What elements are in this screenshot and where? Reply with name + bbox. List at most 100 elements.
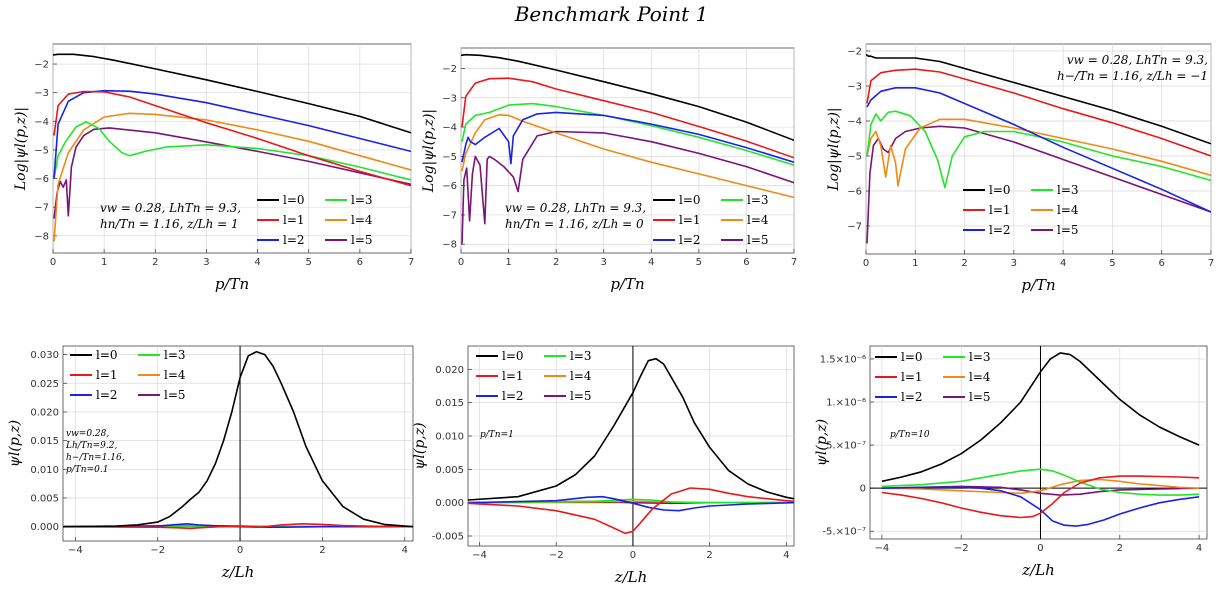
legend-label: l=1	[901, 370, 923, 384]
parameter-annotation: vw=0.28,	[66, 429, 109, 439]
legend-label: l=4	[164, 368, 186, 382]
x-tick-label: 6	[357, 257, 363, 268]
legend-label: l=2	[96, 388, 118, 402]
y-tick-label: 0	[860, 484, 866, 495]
y-tick-label: 1.5×10⁻⁶	[820, 354, 866, 365]
y-tick-label: −7	[847, 222, 862, 233]
x-tick-label: 4	[648, 257, 654, 268]
legend-label: l=1	[283, 213, 305, 227]
y-tick-label: −5	[34, 145, 49, 156]
legend-label: l=2	[283, 233, 305, 247]
x-tick-label: 0	[1037, 543, 1043, 554]
legend-label: l=2	[502, 389, 524, 403]
plot-panel-2: 0 1 2 3 4 5 6 7−2−3−4−5−6−7−8p/TnLog|ψl(p,z)|l=…	[421, 48, 797, 293]
x-tick-label: 4	[254, 257, 260, 268]
y-axis-label: Log|ψl(p,z)|	[826, 107, 842, 191]
y-tick-label: 0.010	[435, 432, 464, 443]
legend-label: l=3	[351, 193, 373, 207]
parameter-annotation: Lh/Tn=9.2,	[65, 441, 117, 451]
legend-label: l=0	[901, 350, 923, 364]
y-tick-label: 0.015	[435, 398, 464, 409]
y-axis-label: Log|ψl(p,z)|	[13, 107, 29, 191]
y-axis-label: ψl(p,z)	[412, 422, 428, 469]
y-tick-label: 0.005	[30, 493, 59, 504]
legend-label: l=3	[164, 348, 186, 362]
parameter-annotation: hn/Tn = 1.16, z/Lh = 1	[100, 217, 239, 231]
legend-label: l=3	[570, 349, 592, 363]
x-tick-label: 2	[553, 257, 559, 268]
x-tick-label: 2	[1117, 543, 1123, 554]
x-tick-label: 1	[101, 257, 107, 268]
y-axis-label: ψl(p,z)	[814, 419, 830, 466]
parameter-annotation: p/Tn=1	[480, 430, 514, 440]
parameter-annotation: h−/Tn = 1.16, z/Lh = −1	[1057, 69, 1208, 83]
y-axis-label: Log|ψl(p,z)|	[421, 109, 437, 193]
x-axis-label: p/Tn	[1021, 276, 1055, 294]
legend-label: l=1	[96, 368, 118, 382]
legend-label: l=0	[283, 193, 305, 207]
x-tick-label: −4	[875, 543, 890, 554]
series-line-l1	[468, 488, 794, 533]
legend-label: l=5	[1057, 223, 1079, 237]
x-tick-label: 2	[152, 257, 158, 268]
parameter-annotation: h−/Tn=1.16,	[66, 453, 125, 463]
x-tick-label: −4	[68, 545, 83, 556]
series-line-l2	[54, 91, 411, 179]
legend: l=0 l=1 l=2 l=3 l=4 l=5	[875, 350, 991, 404]
y-tick-label: −7	[442, 210, 457, 221]
x-tick-label: 1	[912, 258, 918, 269]
x-tick-label: 0	[50, 257, 56, 268]
legend-label: l=0	[989, 183, 1011, 197]
x-tick-label: 3	[1011, 258, 1017, 269]
y-tick-label: −5	[847, 152, 862, 163]
y-tick-label: 1.×10⁻⁶	[826, 398, 866, 409]
x-tick-label: 3	[601, 257, 607, 268]
x-tick-label: 3	[203, 257, 209, 268]
y-tick-label: 0.025	[30, 379, 59, 390]
x-tick-label: 5	[306, 257, 312, 268]
x-axis-label: z/Lh	[221, 563, 255, 581]
x-tick-label: 4	[402, 545, 408, 556]
plot-panel-6: −4 −2 0 2 4 -5.×10⁻⁷ 0 5.×10⁻⁷ 1.×10⁻⁶ 1.5×10⁻⁶ z/…	[814, 346, 1207, 579]
y-tick-label: −4	[442, 123, 457, 134]
x-axis-label: z/Lh	[1021, 561, 1055, 579]
legend-label: l=5	[351, 233, 373, 247]
y-tick-label: 0.020	[30, 407, 59, 418]
y-tick-label: −4	[34, 117, 49, 128]
x-tick-label: 4	[1196, 543, 1202, 554]
x-axis-label: p/Tn	[610, 275, 644, 293]
x-tick-label: 5	[1109, 258, 1115, 269]
y-tick-label: −2	[442, 64, 457, 75]
x-tick-label: −2	[549, 550, 564, 561]
legend-label: l=3	[1057, 183, 1079, 197]
y-tick-label: -5.×10⁻⁷	[822, 527, 866, 538]
x-tick-label: 0	[458, 257, 464, 268]
legend-label: l=0	[679, 193, 701, 207]
parameter-annotation: p/Tn=0.1	[66, 465, 108, 475]
x-tick-label: 6	[1159, 258, 1165, 269]
x-tick-label: 7	[1208, 258, 1214, 269]
y-tick-label: −8	[34, 231, 49, 242]
legend-label: l=1	[989, 203, 1011, 217]
y-tick-label: −5	[442, 152, 457, 163]
parameter-annotation: p/Tn=10	[890, 430, 930, 440]
legend-label: l=2	[989, 223, 1011, 237]
x-tick-label: 4	[783, 550, 789, 561]
x-tick-label: 4	[1060, 258, 1066, 269]
legend: l=0 l=1 l=2 l=3 l=4 l=5	[257, 193, 373, 247]
y-tick-label: 0.030	[30, 350, 59, 361]
x-tick-label: 0	[863, 258, 869, 269]
y-tick-label: −2	[847, 47, 862, 58]
y-tick-label: −7	[34, 203, 49, 214]
x-tick-label: 0	[630, 550, 636, 561]
parameter-annotation: vw = 0.28, LhTn = 9.3,	[1067, 53, 1208, 67]
y-tick-label: −8	[442, 240, 457, 251]
legend-label: l=0	[502, 349, 524, 363]
y-tick-label: 0.015	[30, 436, 59, 447]
series-line-l3	[867, 111, 1211, 187]
legend-label: l=3	[747, 193, 769, 207]
legend-label: l=2	[901, 390, 923, 404]
y-tick-label: −6	[847, 187, 862, 198]
legend: l=0 l=1 l=2 l=3 l=4 l=5	[476, 349, 592, 403]
